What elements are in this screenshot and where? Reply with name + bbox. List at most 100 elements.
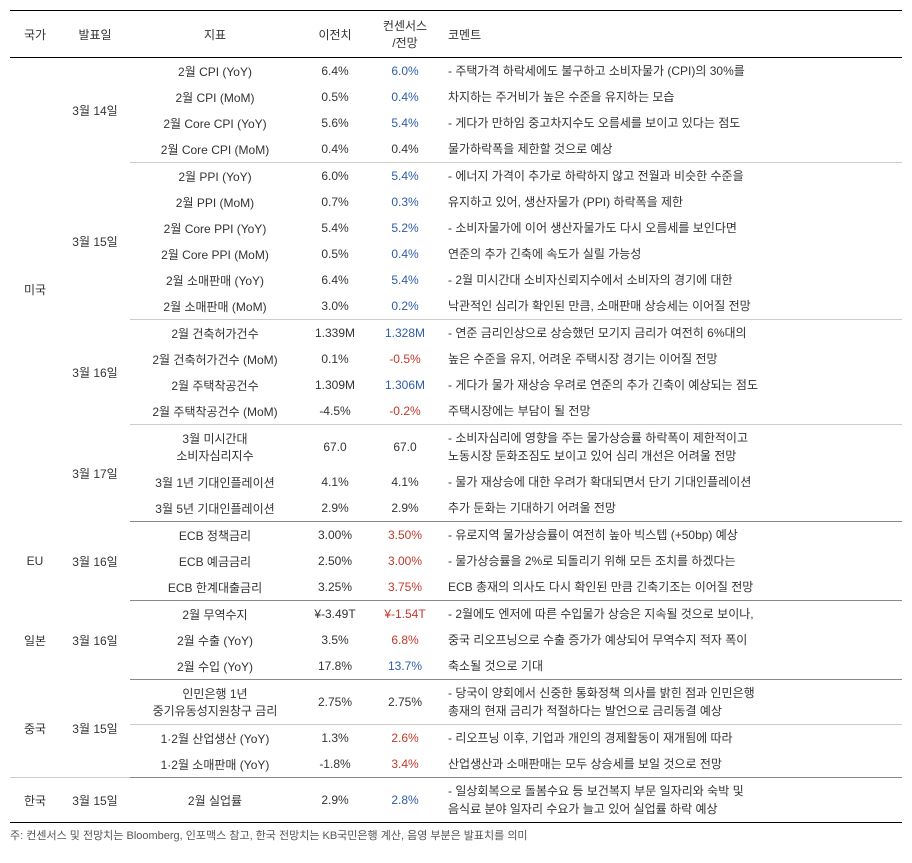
cell-date: 3월 16일 xyxy=(60,320,130,425)
cell-prev: 0.5% xyxy=(300,84,370,110)
cell-consensus: 2.75% xyxy=(370,680,440,725)
table-row: 3월 17일3월 미시간대 소비자심리지수67.067.0- 소비자심리에 영향… xyxy=(10,425,902,470)
cell-comment: 물가하락폭을 제한할 것으로 예상 xyxy=(440,136,902,163)
cell-country: 중국 xyxy=(10,680,60,778)
cell-indicator: 2월 Core PPI (YoY) xyxy=(130,215,300,241)
cell-prev: 0.5% xyxy=(300,241,370,267)
table-row: 일본3월 16일2월 무역수지¥-3.49T¥-1.54T- 2월에도 엔저에 … xyxy=(10,601,902,628)
cell-comment: 연준의 추가 긴축에 속도가 실릴 가능성 xyxy=(440,241,902,267)
cell-indicator: 2월 Core CPI (MoM) xyxy=(130,136,300,163)
table-row: 3월 15일2월 PPI (YoY)6.0%5.4%- 에너지 가격이 추가로 … xyxy=(10,163,902,190)
table-row: 1·2월 산업생산 (YoY)1.3%2.6%- 리오프닝 이후, 기업과 개인… xyxy=(10,725,902,752)
cell-prev: 1.309M xyxy=(300,372,370,398)
cell-prev: 5.4% xyxy=(300,215,370,241)
cell-consensus: 3.00% xyxy=(370,548,440,574)
header-row: 국가 발표일 지표 이전치 컨센서스 /전망 코멘트 xyxy=(10,11,902,58)
table-row: 중국3월 15일인민은행 1년 중기유동성지원창구 금리2.75%2.75%- … xyxy=(10,680,902,725)
cell-prev: ¥-3.49T xyxy=(300,601,370,628)
cell-prev: 3.25% xyxy=(300,574,370,601)
table-row: 2월 주택착공건수 (MoM)-4.5%-0.2%주택시장에는 부담이 될 전망 xyxy=(10,398,902,425)
cell-comment: 축소될 것으로 기대 xyxy=(440,653,902,680)
cell-prev: 3.5% xyxy=(300,627,370,653)
table-row: 2월 주택착공건수1.309M1.306M- 게다가 물가 재상승 우려로 연준… xyxy=(10,372,902,398)
cell-prev: 1.3% xyxy=(300,725,370,752)
cell-consensus: -0.2% xyxy=(370,398,440,425)
cell-indicator: 2월 무역수지 xyxy=(130,601,300,628)
cell-consensus: 1.328M xyxy=(370,320,440,347)
cell-consensus: 5.2% xyxy=(370,215,440,241)
hdr-comment: 코멘트 xyxy=(440,11,902,58)
hdr-consensus: 컨센서스 /전망 xyxy=(370,11,440,58)
cell-indicator: ECB 한계대출금리 xyxy=(130,574,300,601)
cell-prev: -1.8% xyxy=(300,751,370,778)
cell-prev: 6.4% xyxy=(300,58,370,85)
cell-consensus: -0.5% xyxy=(370,346,440,372)
cell-prev: 0.1% xyxy=(300,346,370,372)
cell-comment: - 게다가 물가 재상승 우려로 연준의 추가 긴축이 예상되는 점도 xyxy=(440,372,902,398)
table-row: 3월 5년 기대인플레이션2.9%2.9%추가 둔화는 기대하기 어려울 전망 xyxy=(10,495,902,522)
cell-prev: 3.0% xyxy=(300,293,370,320)
cell-prev: -4.5% xyxy=(300,398,370,425)
table-row: ECB 예금금리2.50%3.00%- 물가상승률을 2%로 되돌리기 위해 모… xyxy=(10,548,902,574)
cell-consensus: 6.0% xyxy=(370,58,440,85)
table-row: 2월 수입 (YoY)17.8%13.7%축소될 것으로 기대 xyxy=(10,653,902,680)
cell-consensus: 1.306M xyxy=(370,372,440,398)
hdr-indicator: 지표 xyxy=(130,11,300,58)
table-row: EU3월 16일ECB 정책금리3.00%3.50%- 유로지역 물가상승률이 … xyxy=(10,522,902,549)
cell-prev: 5.6% xyxy=(300,110,370,136)
cell-indicator: 2월 소매판매 (MoM) xyxy=(130,293,300,320)
cell-indicator: 2월 건축허가건수 xyxy=(130,320,300,347)
cell-indicator: 2월 주택착공건수 xyxy=(130,372,300,398)
cell-consensus: 5.4% xyxy=(370,163,440,190)
table-row: 1·2월 소매판매 (YoY)-1.8%3.4%산업생산과 소매판매는 모두 상… xyxy=(10,751,902,778)
cell-consensus: 5.4% xyxy=(370,110,440,136)
cell-comment: - 유로지역 물가상승률이 여전히 높아 빅스텝 (+50bp) 예상 xyxy=(440,522,902,549)
cell-consensus: 0.4% xyxy=(370,84,440,110)
cell-indicator: 2월 Core PPI (MoM) xyxy=(130,241,300,267)
cell-indicator: 2월 PPI (YoY) xyxy=(130,163,300,190)
cell-comment: - 연준 금리인상으로 상승했던 모기지 금리가 여전히 6%대의 xyxy=(440,320,902,347)
cell-date: 3월 15일 xyxy=(60,163,130,320)
cell-consensus: 0.3% xyxy=(370,189,440,215)
cell-date: 3월 15일 xyxy=(60,778,130,823)
cell-consensus: 13.7% xyxy=(370,653,440,680)
hdr-prev: 이전치 xyxy=(300,11,370,58)
cell-indicator: 2월 실업률 xyxy=(130,778,300,823)
cell-prev: 17.8% xyxy=(300,653,370,680)
cell-indicator: 1·2월 산업생산 (YoY) xyxy=(130,725,300,752)
hdr-date: 발표일 xyxy=(60,11,130,58)
cell-prev: 2.75% xyxy=(300,680,370,725)
cell-indicator: ECB 예금금리 xyxy=(130,548,300,574)
footnote: 주: 컨센서스 및 전망치는 Bloomberg, 인포맥스 참고, 한국 전망… xyxy=(10,822,902,843)
cell-date: 3월 15일 xyxy=(60,680,130,778)
cell-consensus: 0.2% xyxy=(370,293,440,320)
cell-comment: 높은 수준을 유지, 어려운 주택시장 경기는 이어질 전망 xyxy=(440,346,902,372)
cell-prev: 3.00% xyxy=(300,522,370,549)
cell-consensus: 6.8% xyxy=(370,627,440,653)
cell-comment: - 2월에도 엔저에 따른 수입물가 상승은 지속될 것으로 보이나, xyxy=(440,601,902,628)
cell-prev: 2.9% xyxy=(300,778,370,823)
cell-date: 3월 16일 xyxy=(60,522,130,601)
hdr-country: 국가 xyxy=(10,11,60,58)
cell-date: 3월 14일 xyxy=(60,58,130,163)
cell-comment: 차지하는 주거비가 높은 수준을 유지하는 모습 xyxy=(440,84,902,110)
cell-consensus: 3.50% xyxy=(370,522,440,549)
cell-date: 3월 16일 xyxy=(60,601,130,680)
cell-comment: 중국 리오프닝으로 수출 증가가 예상되어 무역수지 적자 폭이 xyxy=(440,627,902,653)
cell-indicator: 인민은행 1년 중기유동성지원창구 금리 xyxy=(130,680,300,725)
cell-indicator: 2월 CPI (YoY) xyxy=(130,58,300,85)
cell-consensus: 4.1% xyxy=(370,469,440,495)
cell-comment: - 리오프닝 이후, 기업과 개인의 경제활동이 재개됨에 따라 xyxy=(440,725,902,752)
cell-consensus: 3.75% xyxy=(370,574,440,601)
cell-prev: 6.0% xyxy=(300,163,370,190)
cell-comment: - 당국이 양회에서 신중한 통화정책 의사를 밝힌 점과 인민은행 총재의 현… xyxy=(440,680,902,725)
table-row: 3월 1년 기대인플레이션4.1%4.1%- 물가 재상승에 대한 우려가 확대… xyxy=(10,469,902,495)
cell-indicator: 3월 5년 기대인플레이션 xyxy=(130,495,300,522)
table-row: 2월 Core CPI (MoM)0.4%0.4%물가하락폭을 제한할 것으로 … xyxy=(10,136,902,163)
cell-country: 일본 xyxy=(10,601,60,680)
cell-prev: 2.9% xyxy=(300,495,370,522)
cell-consensus: 0.4% xyxy=(370,241,440,267)
cell-comment: 추가 둔화는 기대하기 어려울 전망 xyxy=(440,495,902,522)
cell-country: 한국 xyxy=(10,778,60,823)
cell-consensus: ¥-1.54T xyxy=(370,601,440,628)
